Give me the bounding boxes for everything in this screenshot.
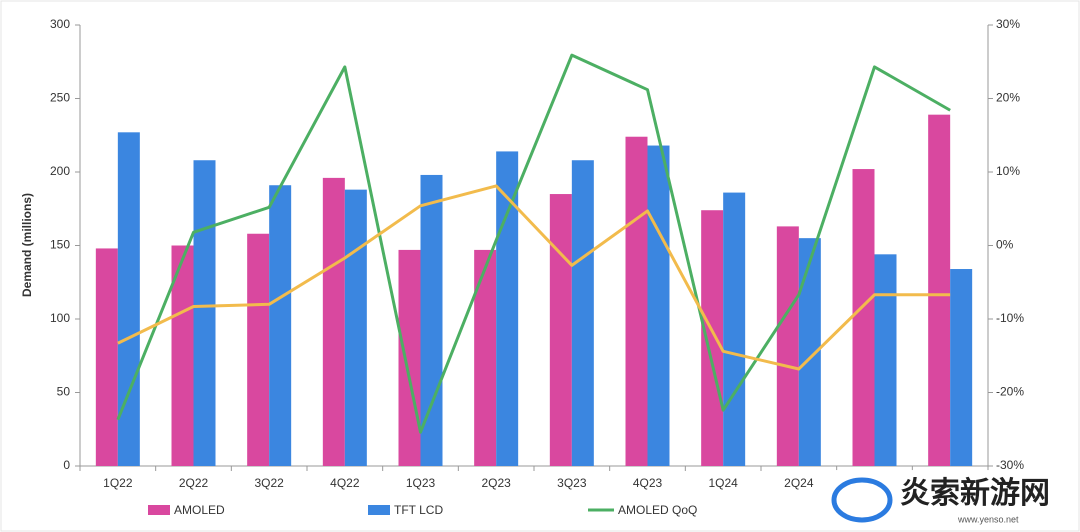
bar [269, 185, 292, 467]
legend-label: TFT LCD [394, 503, 443, 517]
bar [950, 269, 973, 466]
x-tick-label: 3Q23 [557, 476, 587, 490]
bar [95, 248, 118, 466]
line [117, 184, 951, 371]
bar [723, 192, 746, 466]
bar [874, 254, 897, 466]
watermark-icon [831, 477, 893, 523]
x-tick-label: 1Q22 [103, 476, 133, 490]
watermark-bg [826, 470, 1076, 528]
bar [247, 233, 270, 466]
y2-tick-label: 20% [996, 91, 1020, 105]
bar [625, 136, 648, 466]
watermark-url: www.yenso.net [957, 514, 1019, 524]
x-tick-label: 3Q22 [254, 476, 284, 490]
y-tick-label: 300 [50, 17, 70, 31]
x-tick-label: 2Q24 [784, 476, 814, 490]
watermark: 炎索新游网 www.yenso.net [826, 470, 1076, 528]
legend-swatch [148, 505, 170, 515]
bar [852, 169, 875, 466]
y2-tick-label: -10% [996, 311, 1024, 325]
y-tick-label: 50 [57, 385, 71, 399]
bar [701, 210, 724, 466]
bar [798, 238, 821, 466]
y-axis-label: Demand (millions) [20, 193, 34, 297]
x-tick-label: 4Q22 [330, 476, 360, 490]
bar [928, 114, 951, 467]
bar [398, 249, 421, 466]
y2-tick-label: 30% [996, 17, 1020, 31]
legend-label: AMOLED [174, 503, 225, 517]
x-tick-label: 4Q23 [633, 476, 663, 490]
bar [193, 160, 216, 467]
y-tick-label: 100 [50, 311, 70, 325]
x-tick-label: 2Q23 [481, 476, 511, 490]
y2-tick-label: -20% [996, 385, 1024, 399]
line [116, 53, 951, 434]
bar [549, 194, 572, 467]
x-tick-label: 2Q22 [179, 476, 209, 490]
legend-label: AMOLED QoQ [618, 503, 697, 517]
bar [474, 249, 497, 466]
bar [571, 160, 594, 467]
y-tick-label: 0 [63, 458, 70, 472]
y2-tick-label: 10% [996, 164, 1020, 178]
bar [171, 245, 194, 466]
bar [344, 189, 367, 466]
x-tick-label: 1Q23 [406, 476, 436, 490]
y2-tick-label: 0% [996, 238, 1014, 252]
y-tick-label: 150 [50, 238, 70, 252]
bar [117, 132, 140, 466]
y-tick-label: 200 [50, 164, 70, 178]
y-tick-label: 250 [50, 91, 70, 105]
bar [322, 177, 345, 466]
bar [647, 145, 670, 467]
legend-swatch [368, 505, 390, 515]
bar [776, 226, 799, 466]
x-tick-label: 1Q24 [708, 476, 738, 490]
watermark-title: 炎索新游网 [900, 477, 1050, 510]
y2-tick-label: -30% [996, 458, 1024, 472]
